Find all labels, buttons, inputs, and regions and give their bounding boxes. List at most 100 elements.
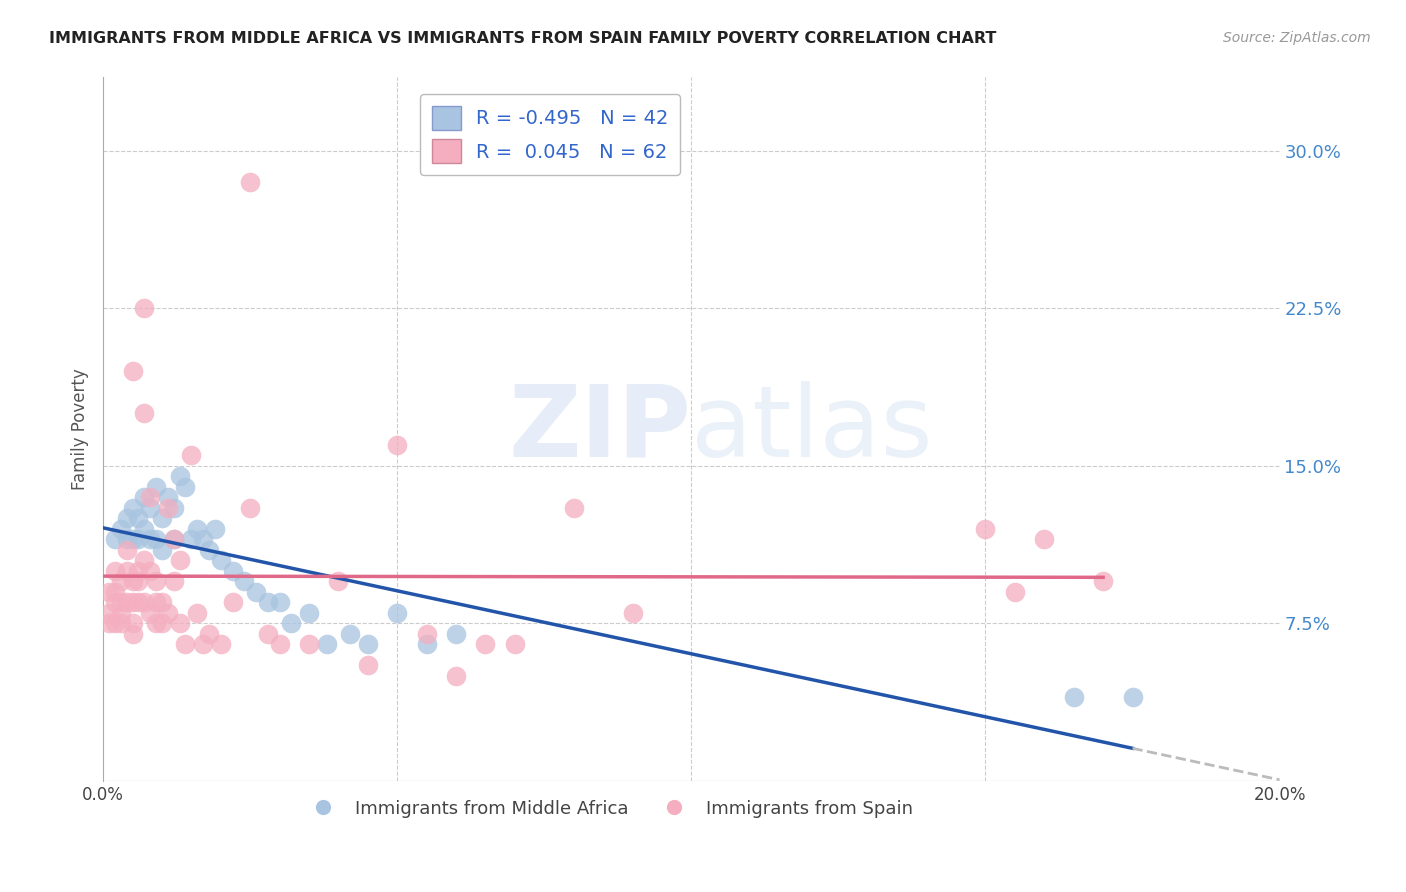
Point: [110, 606, 132, 620]
Point: [150, 543, 173, 558]
Point: [198, 627, 221, 641]
Point: [127, 574, 149, 589]
Point: [134, 553, 156, 567]
Text: Source: ZipAtlas.com: Source: ZipAtlas.com: [1223, 31, 1371, 45]
Point: [387, 606, 409, 620]
Point: [169, 553, 191, 567]
Legend: Immigrants from Middle Africa, Immigrants from Spain: Immigrants from Middle Africa, Immigrant…: [298, 792, 921, 825]
Point: [1121, 690, 1143, 704]
Point: [357, 638, 380, 652]
Point: [104, 533, 127, 547]
Point: [121, 533, 143, 547]
Point: [104, 616, 127, 631]
Point: [209, 553, 232, 567]
Point: [1092, 574, 1115, 589]
Point: [415, 638, 437, 652]
Point: [104, 564, 127, 578]
Point: [245, 585, 267, 599]
Point: [209, 638, 232, 652]
Point: [134, 301, 156, 316]
Point: [233, 574, 256, 589]
Point: [444, 627, 467, 641]
Point: [169, 469, 191, 483]
Point: [150, 595, 173, 609]
Point: [145, 616, 167, 631]
Point: [115, 564, 138, 578]
Point: [221, 595, 243, 609]
Point: [387, 438, 409, 452]
Point: [256, 627, 278, 641]
Point: [121, 595, 143, 609]
Point: [339, 627, 361, 641]
Point: [110, 522, 132, 536]
Text: IMMIGRANTS FROM MIDDLE AFRICA VS IMMIGRANTS FROM SPAIN FAMILY POVERTY CORRELATIO: IMMIGRANTS FROM MIDDLE AFRICA VS IMMIGRA…: [49, 31, 997, 46]
Point: [180, 449, 202, 463]
Point: [139, 500, 162, 515]
Point: [163, 533, 186, 547]
Point: [98, 616, 121, 631]
Point: [139, 491, 162, 505]
Point: [115, 543, 138, 558]
Point: [169, 616, 191, 631]
Point: [269, 638, 291, 652]
Point: [1004, 585, 1026, 599]
Point: [121, 500, 143, 515]
Point: [1033, 533, 1056, 547]
Point: [180, 533, 202, 547]
Point: [444, 669, 467, 683]
Point: [150, 511, 173, 525]
Point: [186, 522, 208, 536]
Point: [503, 638, 526, 652]
Point: [156, 606, 179, 620]
Point: [145, 574, 167, 589]
Point: [357, 658, 380, 673]
Point: [127, 595, 149, 609]
Point: [115, 595, 138, 609]
Point: [104, 585, 127, 599]
Point: [115, 533, 138, 547]
Point: [298, 638, 321, 652]
Y-axis label: Family Poverty: Family Poverty: [72, 368, 89, 490]
Point: [474, 638, 496, 652]
Point: [145, 595, 167, 609]
Point: [174, 638, 197, 652]
Point: [110, 574, 132, 589]
Point: [415, 627, 437, 641]
Point: [145, 480, 167, 494]
Point: [110, 595, 132, 609]
Point: [191, 533, 214, 547]
Point: [139, 533, 162, 547]
Point: [269, 595, 291, 609]
Point: [156, 491, 179, 505]
Point: [110, 616, 132, 631]
Point: [127, 564, 149, 578]
Point: [221, 564, 243, 578]
Point: [198, 543, 221, 558]
Point: [127, 533, 149, 547]
Point: [121, 616, 143, 631]
Point: [98, 606, 121, 620]
Point: [186, 606, 208, 620]
Point: [115, 511, 138, 525]
Point: [298, 606, 321, 620]
Point: [280, 616, 302, 631]
Point: [139, 606, 162, 620]
Point: [104, 595, 127, 609]
Point: [98, 585, 121, 599]
Point: [139, 564, 162, 578]
Point: [191, 638, 214, 652]
Point: [1063, 690, 1085, 704]
Point: [121, 364, 143, 378]
Point: [562, 500, 585, 515]
Point: [134, 491, 156, 505]
Point: [156, 500, 179, 515]
Point: [204, 522, 226, 536]
Point: [134, 595, 156, 609]
Point: [328, 574, 350, 589]
Point: [256, 595, 278, 609]
Point: [150, 616, 173, 631]
Point: [121, 627, 143, 641]
Point: [163, 500, 186, 515]
Point: [974, 522, 997, 536]
Point: [145, 533, 167, 547]
